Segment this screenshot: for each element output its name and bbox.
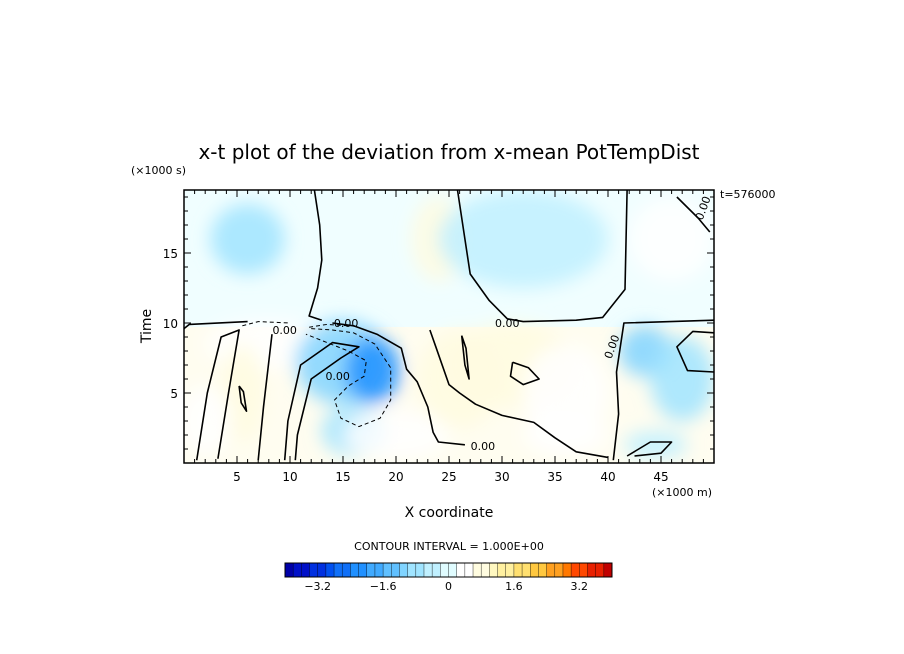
colorbar-cell-34: [562, 563, 572, 577]
colorbar-cell-10: [366, 563, 376, 577]
contour-solid-10: [626, 441, 673, 457]
colorbar-cell-17: [423, 563, 433, 577]
colorbar-cell-20: [448, 563, 458, 577]
anomaly-region-11: [343, 409, 449, 461]
colorbar-cell-33: [554, 563, 564, 577]
contour-solid-13: [460, 335, 470, 380]
contour-solid-1: [456, 190, 628, 323]
colorbar-cell-3: [309, 563, 319, 577]
anomaly-region-16: [438, 190, 608, 288]
contour-label-6: 0.00: [325, 370, 350, 383]
contour-solid-5: [283, 341, 360, 461]
colorbar-cell-24: [481, 563, 490, 577]
colorbar-cell-8: [350, 563, 359, 577]
colorbar-cell-23: [473, 563, 482, 577]
x-tick-label-6: 35: [547, 470, 562, 484]
colorbar-cell-36: [579, 563, 588, 577]
plot-area: [184, 190, 714, 463]
colorbar-cell-22: [464, 563, 474, 577]
contour-label-3: 0.00: [471, 440, 496, 453]
x-tick-label-5: 30: [494, 470, 509, 484]
contour-solid-3: [195, 329, 240, 461]
anomaly-region-6: [345, 337, 401, 405]
colorbar-tick-label-0: −3.2: [304, 580, 331, 593]
colorbar-frame: [284, 562, 613, 578]
contour-label-0: 0.00: [272, 324, 297, 337]
anomaly-region-0: [210, 204, 285, 274]
colorbar-cell-9: [358, 563, 368, 577]
y-tick-label-0: 5: [170, 387, 178, 401]
contour-solid-0: [308, 190, 323, 321]
colorbar-cell-16: [415, 563, 425, 577]
colorbar-cell-19: [440, 563, 449, 577]
chart-title: x-t plot of the deviation from x-mean Po…: [198, 140, 699, 164]
colorbar-cell-37: [587, 563, 597, 577]
x-tick-label-8: 45: [653, 470, 668, 484]
colorbar-cell-12: [383, 563, 392, 577]
contour-solid-12: [676, 196, 711, 233]
anomaly-region-17: [629, 197, 714, 281]
contour-solid-6: [332, 322, 465, 446]
colorbar-cell-25: [489, 563, 498, 577]
colorbar-cell-2: [301, 563, 310, 577]
colorbar-cell-15: [407, 563, 417, 577]
colorbar-cell-30: [530, 563, 539, 577]
colorbar-tick-label-3: 1.6: [505, 580, 523, 593]
colorbar-cell-38: [595, 563, 605, 577]
contour-solid-7: [429, 329, 609, 459]
contour-label-1: 0.00: [334, 317, 359, 330]
colorbar-cell-5: [325, 563, 335, 577]
anomaly-region-12: [523, 414, 608, 456]
contour-solid-9: [676, 330, 714, 373]
anomaly-region-14: [650, 337, 714, 421]
colorbar-cell-31: [538, 563, 547, 577]
x-axis-label: X coordinate: [405, 505, 494, 521]
colorbar-cell-26: [497, 563, 507, 577]
colorbar-cell-6: [334, 563, 343, 577]
colorbar-cell-4: [317, 563, 327, 577]
contour-solid-14: [238, 385, 248, 412]
x-tick-label-0: 5: [233, 470, 241, 484]
contour-solid-11: [509, 361, 540, 386]
x-tick-label-7: 40: [600, 470, 615, 484]
colorbar-cell-7: [342, 563, 351, 577]
colorbar-tick-label-4: 3.2: [571, 580, 589, 593]
contour-dashed-0: [242, 321, 291, 327]
colorbar-cell-39: [603, 563, 613, 577]
contour-solid-2: [184, 320, 248, 330]
time-stamp: t=576000: [720, 188, 776, 201]
colorbar-cell-28: [513, 563, 523, 577]
colorbar-cell-35: [571, 563, 580, 577]
x-tick-label-4: 25: [441, 470, 456, 484]
colorbar-cell-0: [285, 563, 294, 577]
colorbar-cell-18: [432, 563, 441, 577]
y-axis-label: Time: [139, 309, 155, 344]
colorbar-label: CONTOUR INTERVAL = 1.000E+00: [354, 540, 544, 553]
x-tick-label-3: 20: [388, 470, 403, 484]
contour-solid-4: [257, 334, 273, 461]
colorbar-cell-29: [522, 563, 531, 577]
colorbar-cell-1: [293, 563, 302, 577]
y-tick-label-1: 10: [163, 317, 178, 331]
contour-dashed-1: [305, 328, 392, 428]
y-unit-label: (×1000 s): [131, 164, 186, 177]
colorbar-cell-14: [399, 563, 409, 577]
contour-label-2: 0.00: [495, 317, 520, 330]
colorbar-cell-11: [374, 563, 384, 577]
x-tick-label-2: 15: [335, 470, 350, 484]
colorbar-cell-27: [505, 563, 515, 577]
colorbar-cell-32: [546, 563, 556, 577]
anomaly-region-15: [623, 430, 688, 459]
contour-solid-8: [612, 319, 714, 461]
x-unit-label: (×1000 m): [652, 486, 712, 499]
colorbar-cell-21: [456, 563, 466, 577]
anomaly-region-3: [221, 344, 264, 442]
colorbar-tick-label-2: 0: [445, 580, 452, 593]
anomaly-region-4: [184, 386, 232, 456]
y-tick-label-2: 15: [163, 247, 178, 261]
colorbar-cell-13: [391, 563, 400, 577]
colorbar-tick-label-1: −1.6: [370, 580, 397, 593]
x-tick-label-1: 10: [282, 470, 297, 484]
